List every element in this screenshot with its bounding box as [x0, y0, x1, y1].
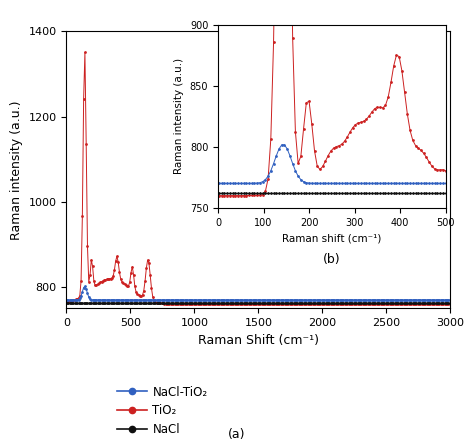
Text: (a): (a) [228, 428, 246, 441]
Y-axis label: Raman intensity (a.u.): Raman intensity (a.u.) [10, 100, 23, 240]
X-axis label: Raman Shift (cm⁻¹): Raman Shift (cm⁻¹) [198, 334, 319, 347]
X-axis label: Raman shift (cm⁻¹): Raman shift (cm⁻¹) [282, 233, 382, 243]
Legend: NaCl-TiO₂, TiO₂, NaCl: NaCl-TiO₂, TiO₂, NaCl [112, 381, 212, 441]
Text: (b): (b) [323, 253, 341, 266]
Y-axis label: Raman intensity (a.u.): Raman intensity (a.u.) [174, 58, 184, 174]
